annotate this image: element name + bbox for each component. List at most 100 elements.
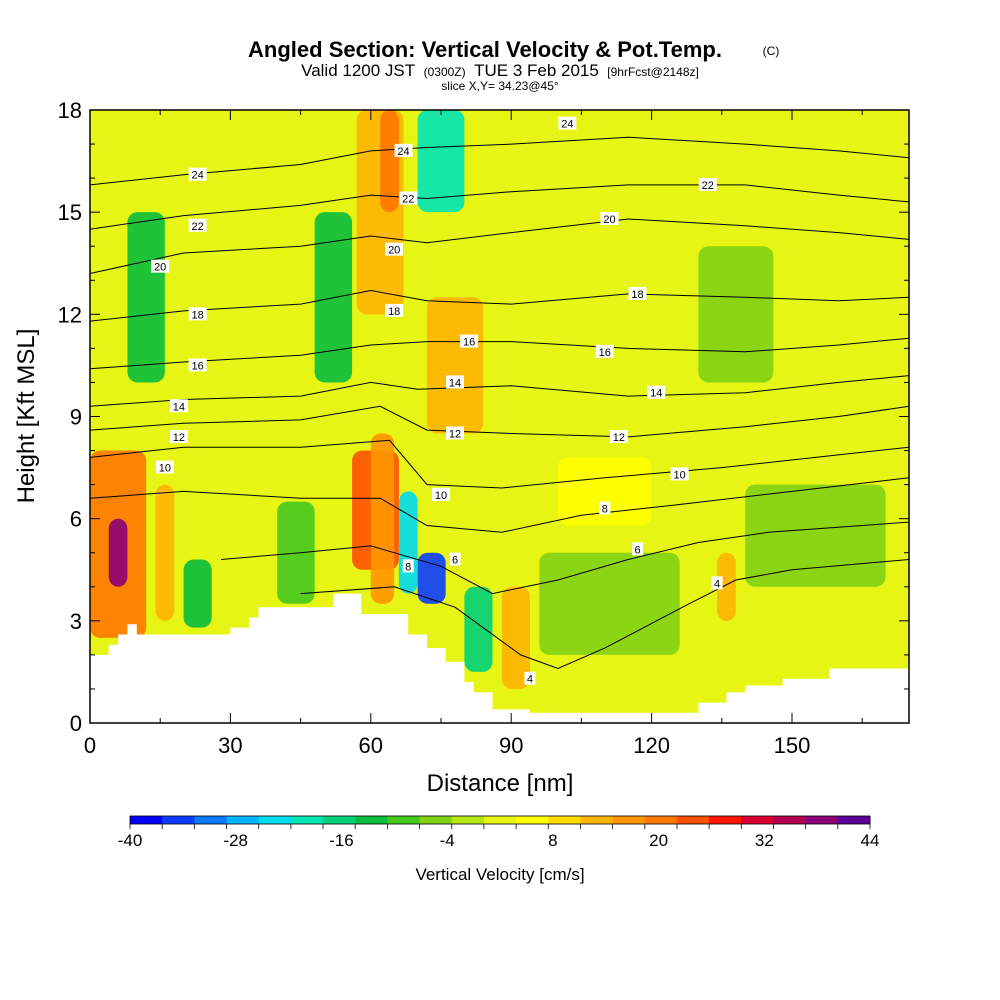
contour-label: 10 — [432, 487, 450, 502]
colorbar-segment — [130, 816, 163, 824]
x-axis-ticks: 0 30 60 90 120 150 — [84, 110, 863, 758]
contour-label-bg — [446, 426, 465, 440]
contour-label: 14 — [169, 399, 188, 413]
colorbar-tick-label: 44 — [861, 831, 880, 850]
contour-label: 14 — [647, 385, 666, 400]
subtitle-valid: Valid 1200 JST — [301, 61, 415, 80]
colorbar-segment — [773, 816, 807, 824]
colorbar-segment — [644, 816, 678, 824]
contour-label-text: 6 — [452, 555, 458, 567]
contour-label-text: 4 — [714, 578, 720, 590]
contour-label: 10 — [155, 460, 174, 475]
contour-label-bg — [155, 460, 174, 474]
contour-label-text: 12 — [173, 432, 185, 444]
velocity-cell — [108, 518, 128, 587]
contour-label: 16 — [188, 358, 207, 372]
contour-label: 24 — [188, 167, 207, 182]
contour-label: 12 — [446, 426, 465, 441]
contour-label: 18 — [628, 286, 647, 301]
contour-label-bg — [188, 218, 207, 232]
x-tick-label: 150 — [774, 733, 811, 758]
isentrope-4 — [300, 559, 909, 670]
contour-label-text: 20 — [388, 245, 400, 257]
contour-label-bg — [628, 286, 647, 300]
contour-label-bg — [460, 334, 479, 348]
colorbar-tick-label: -40 — [118, 831, 143, 850]
contour-label-text: 16 — [192, 360, 204, 372]
y-tick-label: 9 — [70, 405, 82, 430]
contour-label: 16 — [460, 334, 479, 349]
colorbar-segment — [258, 816, 292, 824]
contour-label-bg — [188, 358, 207, 372]
contour-label-bg — [385, 242, 404, 256]
contour-label: 20 — [600, 211, 619, 226]
contour-label-bg — [698, 177, 717, 191]
colorbar-tick-label: 20 — [649, 831, 668, 850]
colorbar-segment — [451, 816, 485, 824]
velocity-cell — [464, 586, 493, 672]
y-tick-label: 18 — [58, 98, 82, 123]
contour-label: 14 — [446, 375, 465, 389]
y-axis-ticks: 0 3 6 9 12 15 18 — [58, 98, 909, 736]
colorbar-segment — [516, 816, 549, 824]
colorbar-segment — [355, 816, 388, 824]
chart-subtitle: Valid 1200 JST (0300Z) TUE 3 Feb 2015 [9… — [301, 61, 699, 80]
contour-label: 22 — [399, 191, 418, 206]
slice-label: slice X,Y= 34.23@45° — [441, 79, 559, 93]
velocity-cell — [539, 552, 680, 655]
contour-label-bg — [446, 375, 465, 389]
contour-label-bg — [600, 211, 619, 225]
contour-label: 8 — [599, 501, 611, 515]
x-tick-label: 0 — [84, 733, 96, 758]
colorbar-segment — [837, 816, 871, 824]
contour-label-bg — [151, 259, 170, 273]
contour-label-bg — [188, 167, 207, 181]
colorbar-tick-label: -16 — [329, 831, 354, 850]
contour-label-text: 4 — [527, 674, 533, 686]
contour-label: 16 — [595, 344, 614, 359]
y-tick-label: 6 — [70, 507, 82, 532]
contour-label: 20 — [151, 259, 170, 274]
y-tick-label: 12 — [58, 302, 82, 327]
contour-label-text: 8 — [405, 561, 411, 573]
contour-label-text: 14 — [173, 401, 185, 413]
contour-label: 18 — [188, 307, 207, 321]
velocity-cell — [417, 110, 465, 213]
colorbar-segment — [194, 816, 228, 824]
contour-label-bg — [394, 143, 413, 157]
x-tick-label: 90 — [499, 733, 523, 758]
chart-title-suffix: (C) — [763, 44, 780, 58]
terrain-mask — [90, 593, 909, 723]
colorbar-segment — [290, 816, 324, 824]
velocity-cell — [380, 110, 399, 213]
contour-label-text: 10 — [435, 490, 447, 502]
isentrope-8 — [90, 477, 909, 533]
contour-label: 22 — [698, 177, 717, 192]
field-background — [90, 110, 909, 723]
contour-label-bg — [449, 552, 461, 566]
contour-label-text: 8 — [602, 503, 608, 515]
contour-label-bg — [188, 307, 207, 321]
contour-label-bg — [169, 399, 188, 413]
velocity-cell — [426, 297, 484, 434]
contour-label: 24 — [394, 143, 413, 158]
y-tick-label: 3 — [70, 609, 82, 634]
contour-label-bg — [524, 671, 536, 685]
subtitle-forecast: [9hrFcst@2148z] — [607, 65, 699, 79]
colorbar-tick-label: -4 — [440, 831, 455, 850]
colorbar-tick-label: 8 — [548, 831, 557, 850]
contour-label: 8 — [402, 559, 414, 573]
velocity-cell — [127, 212, 165, 383]
colorbar-label: Vertical Velocity [cm/s] — [415, 865, 584, 884]
contour-label-text: 22 — [402, 194, 414, 206]
velocity-cell — [370, 433, 395, 604]
terrain — [90, 593, 909, 723]
contour-label-text: 18 — [388, 306, 400, 318]
contour-label-bg — [385, 303, 404, 317]
colorbar-segment — [419, 816, 453, 824]
contour-label-text: 10 — [159, 463, 171, 475]
contour-label: 22 — [188, 218, 207, 233]
contour-label-text: 10 — [674, 469, 686, 481]
colorbar-segment — [387, 816, 421, 824]
colorbar-segment — [483, 816, 517, 824]
